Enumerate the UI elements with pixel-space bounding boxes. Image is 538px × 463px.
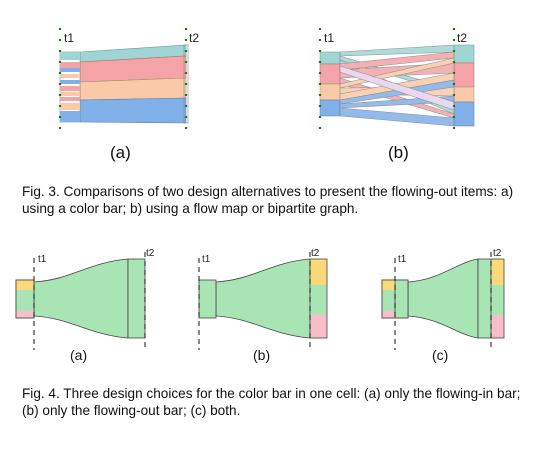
flow-link (339, 107, 455, 127)
t1-label: t1 (64, 31, 74, 45)
right-bar (127, 258, 146, 339)
t2-label: t2 (311, 248, 320, 259)
panel-label: (c) (432, 347, 448, 363)
bar-segment (310, 259, 327, 285)
bar-segment (60, 62, 80, 68)
bar-segment (491, 259, 504, 285)
bipartite-flows (339, 44, 455, 127)
bar-segment (395, 280, 408, 318)
t2-label: t2 (493, 248, 502, 259)
t1-label: t1 (398, 254, 407, 265)
bar-segment (310, 285, 327, 315)
bar-segment (16, 290, 34, 311)
flow-shape (33, 258, 129, 339)
bar-segment (60, 103, 80, 110)
bar-segment (60, 97, 80, 101)
bar-segment (60, 92, 80, 96)
bar-segment (382, 290, 395, 311)
bar-segment (382, 280, 395, 290)
bar-segment (319, 63, 341, 85)
fig3-panel-b: t1 t2 (b) (318, 28, 475, 162)
fig3-caption: Fig. 3. Comparisons of two design altern… (22, 184, 514, 216)
fig4-panel-c: t1 t2 (c) (381, 248, 505, 363)
bar-segment (60, 68, 80, 72)
bar-segment (491, 315, 504, 338)
t2-label: t2 (146, 248, 155, 259)
flow-link (339, 65, 455, 111)
t2-label: t2 (457, 31, 467, 45)
bar-segment (319, 99, 341, 117)
fig3-panel-a: t1 t2 (a) (58, 28, 199, 162)
panel-label: (b) (253, 347, 270, 363)
bar-segment (453, 44, 475, 64)
bar-segment (60, 111, 80, 122)
t1-label: t1 (38, 254, 47, 265)
t2-label: t2 (189, 31, 199, 45)
flow-band-peach (79, 77, 187, 101)
bar-segment (453, 101, 475, 127)
flow-shape (215, 258, 311, 339)
bar-segment (16, 311, 34, 318)
bar-segment (16, 280, 34, 290)
panel-label: (b) (388, 143, 409, 162)
bar-segment (382, 311, 395, 318)
fig4-panel-b: t1 t2 (b) (198, 248, 328, 363)
flow-link (339, 79, 455, 105)
bar-segment (310, 315, 327, 338)
bar-segment (319, 51, 341, 65)
fig4-panel-a: t1 t2 (a) (15, 248, 155, 363)
panel-label: (a) (110, 143, 131, 162)
bar-segment (453, 86, 475, 103)
bar-segment (491, 285, 504, 315)
bar-segment (319, 83, 341, 101)
left-bar (198, 279, 217, 319)
bar-segment (453, 62, 475, 88)
right-bar (183, 44, 189, 124)
t1-label: t1 (202, 254, 211, 265)
bar-segment (60, 86, 80, 91)
t1-label: t1 (324, 31, 334, 45)
bar-segment (60, 74, 80, 78)
bar-segment (60, 80, 80, 84)
fig4-caption: Fig. 4. Three design choices for the col… (22, 386, 521, 418)
bar-segment (478, 259, 491, 338)
flow-band-blue (79, 97, 187, 124)
flow-shape (407, 258, 479, 339)
panel-label: (a) (70, 347, 87, 363)
bar-segment (60, 52, 80, 60)
